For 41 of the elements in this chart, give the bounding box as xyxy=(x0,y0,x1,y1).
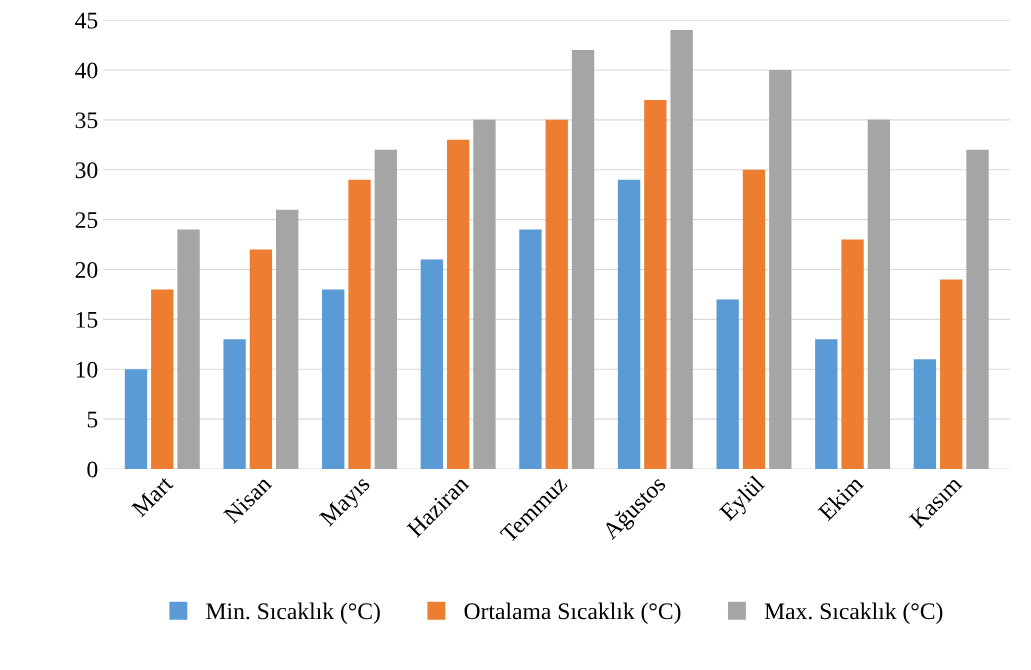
bar xyxy=(742,169,766,469)
bar xyxy=(940,279,963,469)
y-tick-label: 35 xyxy=(75,112,98,129)
bar xyxy=(815,339,838,469)
bar xyxy=(420,259,443,469)
y-tick-label: 10 xyxy=(76,361,98,378)
legend-label: Min. Sıcaklık (°C) xyxy=(206,602,380,625)
bar xyxy=(374,149,397,469)
y-tick-label: 30 xyxy=(75,162,98,179)
bar xyxy=(644,99,667,469)
legend-label: Max. Sıcaklık (°C) xyxy=(764,602,943,625)
y-tick-label: 40 xyxy=(75,62,98,79)
y-tick-label: 20 xyxy=(75,261,98,278)
bar xyxy=(249,249,273,469)
y-tick-label: 15 xyxy=(76,311,98,328)
bar xyxy=(177,229,200,469)
bar xyxy=(519,229,542,469)
y-tick-label: 5 xyxy=(87,411,98,428)
bar xyxy=(473,119,496,469)
bar xyxy=(124,369,148,469)
bar xyxy=(571,50,595,469)
bar xyxy=(966,149,989,469)
bar xyxy=(151,289,174,469)
bar xyxy=(716,299,739,469)
bar xyxy=(670,30,693,469)
x-tick-label: Mart xyxy=(130,474,174,518)
y-tick-label: 0 xyxy=(87,461,98,478)
bar xyxy=(276,209,299,469)
bar xyxy=(913,359,937,469)
bar xyxy=(867,119,891,469)
bar xyxy=(769,69,792,469)
bar xyxy=(841,239,864,469)
bar xyxy=(545,119,568,469)
y-tick-label: 45 xyxy=(75,12,98,29)
bar xyxy=(223,339,246,469)
bar xyxy=(322,289,345,469)
y-tick-label: 25 xyxy=(75,212,98,229)
legend-label: Ortalama Sıcaklık (°C) xyxy=(464,602,681,625)
bar xyxy=(617,179,641,469)
bar xyxy=(348,179,371,469)
bar xyxy=(446,139,470,469)
